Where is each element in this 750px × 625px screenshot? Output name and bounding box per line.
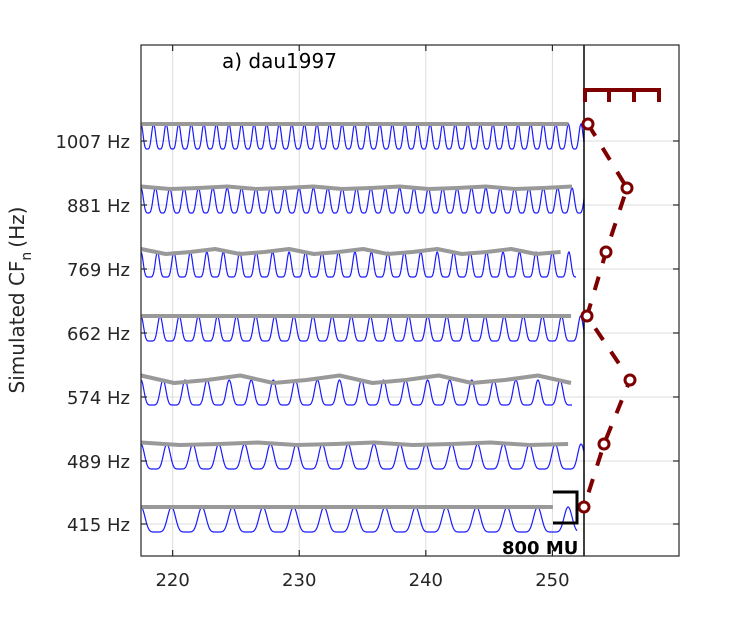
y-axis-label-subscript: n — [19, 252, 35, 261]
axes-background — [141, 45, 679, 556]
black-scale-bar — [553, 490, 579, 525]
y-tick-label: 662 Hz — [67, 324, 130, 345]
circle-marker — [581, 117, 595, 131]
circle-marker — [623, 373, 637, 387]
channel-waveform — [140, 443, 585, 470]
channel-waveform — [140, 315, 585, 342]
channel-waveform — [140, 187, 585, 214]
channel-waveform — [140, 506, 578, 533]
scale-bar-label: 800 MU — [502, 538, 578, 559]
y-axis-label-main: Simulated CF — [5, 261, 29, 394]
circle-marker — [599, 245, 613, 259]
channel-waveform — [140, 250, 576, 278]
peak-envelope — [140, 184, 573, 191]
peak-envelope — [140, 373, 572, 385]
y-axis-label-unit: (Hz) — [5, 207, 29, 248]
y-tick-label: 574 Hz — [67, 388, 130, 409]
peak-envelope — [140, 247, 561, 256]
x-tick-label: 250 — [535, 570, 569, 591]
circle-marker — [580, 309, 594, 323]
y-axis-label: Simulated CFn (Hz) — [5, 207, 35, 394]
y-tick-labels: 1007 Hz 881 Hz 769 Hz 662 Hz 574 Hz 489 Hz 415… — [55, 132, 130, 536]
y-tick-label: 769 Hz — [67, 260, 130, 281]
y-tick-label: 1007 Hz — [55, 132, 130, 153]
modulation-series — [577, 117, 637, 514]
y-tick-label: 415 Hz — [67, 515, 130, 536]
x-tick-labels: 220 230 240 250 — [155, 570, 569, 591]
circle-marker — [597, 437, 611, 451]
circle-marker — [620, 181, 634, 195]
y-tick-label: 489 Hz — [67, 452, 130, 473]
svg-text:Simulated CFn(Hz): Simulated CFn (Hz) — [5, 207, 35, 394]
axes-frame — [140, 44, 680, 557]
circle-marker — [577, 500, 591, 514]
channel-waveform — [140, 122, 585, 150]
x-tick-label: 220 — [155, 570, 189, 591]
channel-waveform — [140, 379, 572, 406]
peak-envelope — [140, 440, 569, 447]
waveforms — [140, 122, 585, 533]
x-tick-label: 230 — [282, 570, 316, 591]
y-tick-label: 881 Hz — [67, 196, 130, 217]
x-tick-label: 240 — [409, 570, 443, 591]
red-comb-scale-bar — [583, 88, 661, 102]
axis-ticks — [141, 45, 679, 556]
chart-title: a) dau1997 — [222, 49, 337, 73]
